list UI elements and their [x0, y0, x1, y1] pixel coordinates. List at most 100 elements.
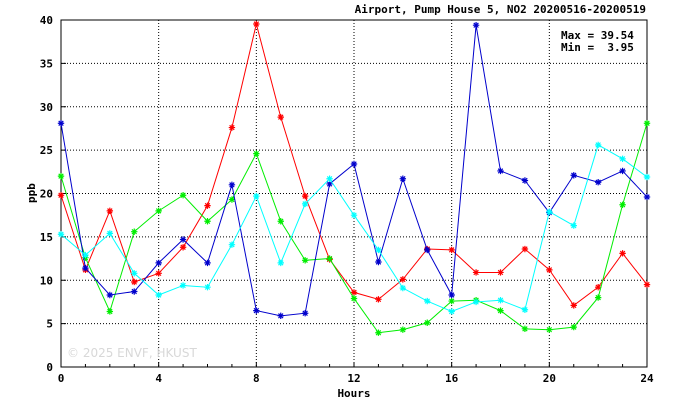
data-point [472, 22, 480, 29]
data-point [594, 283, 602, 291]
chart-title: Airport, Pump House 5, NO2 20200516-2020… [355, 3, 646, 16]
data-point [570, 222, 577, 229]
data-point [57, 120, 65, 127]
data-point [204, 283, 211, 291]
y-tick-label: 5 [46, 318, 53, 331]
data-point [350, 289, 358, 296]
data-point [228, 241, 236, 248]
data-point [204, 259, 211, 267]
data-point [594, 141, 602, 149]
y-tick-label: 15 [40, 231, 53, 244]
data-point [253, 307, 260, 314]
data-point [399, 326, 407, 333]
data-point [546, 326, 553, 333]
data-point [57, 231, 65, 238]
data-point [326, 180, 333, 188]
data-point [106, 207, 114, 215]
data-point [204, 202, 211, 209]
data-point [106, 308, 114, 315]
y-tick-label: 40 [40, 14, 53, 27]
data-point [619, 250, 626, 257]
data-point [424, 297, 431, 305]
axis-ticks [60, 19, 648, 368]
data-point [570, 302, 577, 309]
data-point [448, 308, 455, 315]
data-point [350, 295, 358, 302]
data-point [253, 192, 260, 200]
x-tick-label: 0 [58, 372, 65, 385]
data-point [82, 251, 89, 259]
series-line [60, 144, 648, 313]
y-tick-label: 20 [40, 188, 53, 201]
series-group [57, 20, 651, 336]
data-point [155, 270, 162, 277]
data-point [228, 181, 236, 189]
data-point [521, 245, 529, 253]
data-point [57, 192, 65, 199]
data-point [253, 150, 260, 157]
data-point [228, 124, 236, 131]
y-axis-label: ppb [25, 183, 38, 203]
y-tick-label: 30 [40, 101, 53, 114]
data-point [594, 294, 602, 301]
data-point [350, 160, 358, 168]
data-point [155, 291, 162, 299]
data-point [594, 179, 602, 186]
data-point [497, 167, 504, 175]
data-point [375, 296, 382, 303]
data-point [131, 270, 138, 277]
data-point [619, 167, 626, 175]
data-point [179, 192, 187, 199]
data-point [326, 255, 333, 262]
data-point [204, 218, 211, 225]
data-point [106, 230, 114, 237]
data-point [57, 172, 65, 180]
data-point [375, 246, 382, 254]
data-point [472, 269, 480, 276]
data-point [301, 257, 309, 264]
data-point [179, 244, 187, 251]
data-point [497, 269, 504, 276]
y-tick-label: 10 [40, 274, 53, 287]
data-point [277, 113, 284, 121]
data-point [277, 312, 284, 320]
data-point [301, 200, 309, 208]
data-point [619, 155, 626, 162]
data-point [472, 298, 480, 306]
data-point [497, 297, 504, 304]
data-point [277, 259, 284, 267]
data-point [350, 211, 358, 219]
y-tick-label: 35 [40, 57, 53, 70]
data-point [106, 291, 114, 299]
data-point [131, 278, 138, 286]
data-point [448, 291, 455, 299]
data-point [82, 264, 89, 272]
min-annotation: Min = 3.95 [561, 41, 634, 54]
data-point [277, 218, 284, 225]
x-tick-label: 16 [445, 372, 459, 385]
data-point [546, 266, 553, 274]
data-point [424, 319, 431, 326]
data-point [643, 173, 651, 181]
data-point [521, 325, 529, 333]
data-point [399, 175, 407, 182]
data-point [619, 201, 626, 208]
x-tick-label: 20 [543, 372, 556, 385]
data-point [131, 228, 138, 235]
x-tick-label: 24 [640, 372, 654, 385]
data-point [424, 246, 431, 254]
data-point [643, 120, 651, 127]
x-axis-label: Hours [337, 387, 370, 400]
x-tick-label: 8 [253, 372, 260, 385]
data-point [155, 207, 162, 215]
data-point [643, 281, 651, 288]
tick-labels: 0 4 8 12 16 20 24 0 5 10 15 20 25 30 35 40 [40, 14, 654, 385]
data-point [228, 196, 236, 203]
data-point [155, 259, 162, 267]
x-tick-label: 12 [347, 372, 360, 385]
data-point [399, 276, 407, 283]
x-tick-label: 4 [155, 372, 162, 385]
data-point [326, 175, 333, 182]
grid-lines [61, 20, 647, 367]
